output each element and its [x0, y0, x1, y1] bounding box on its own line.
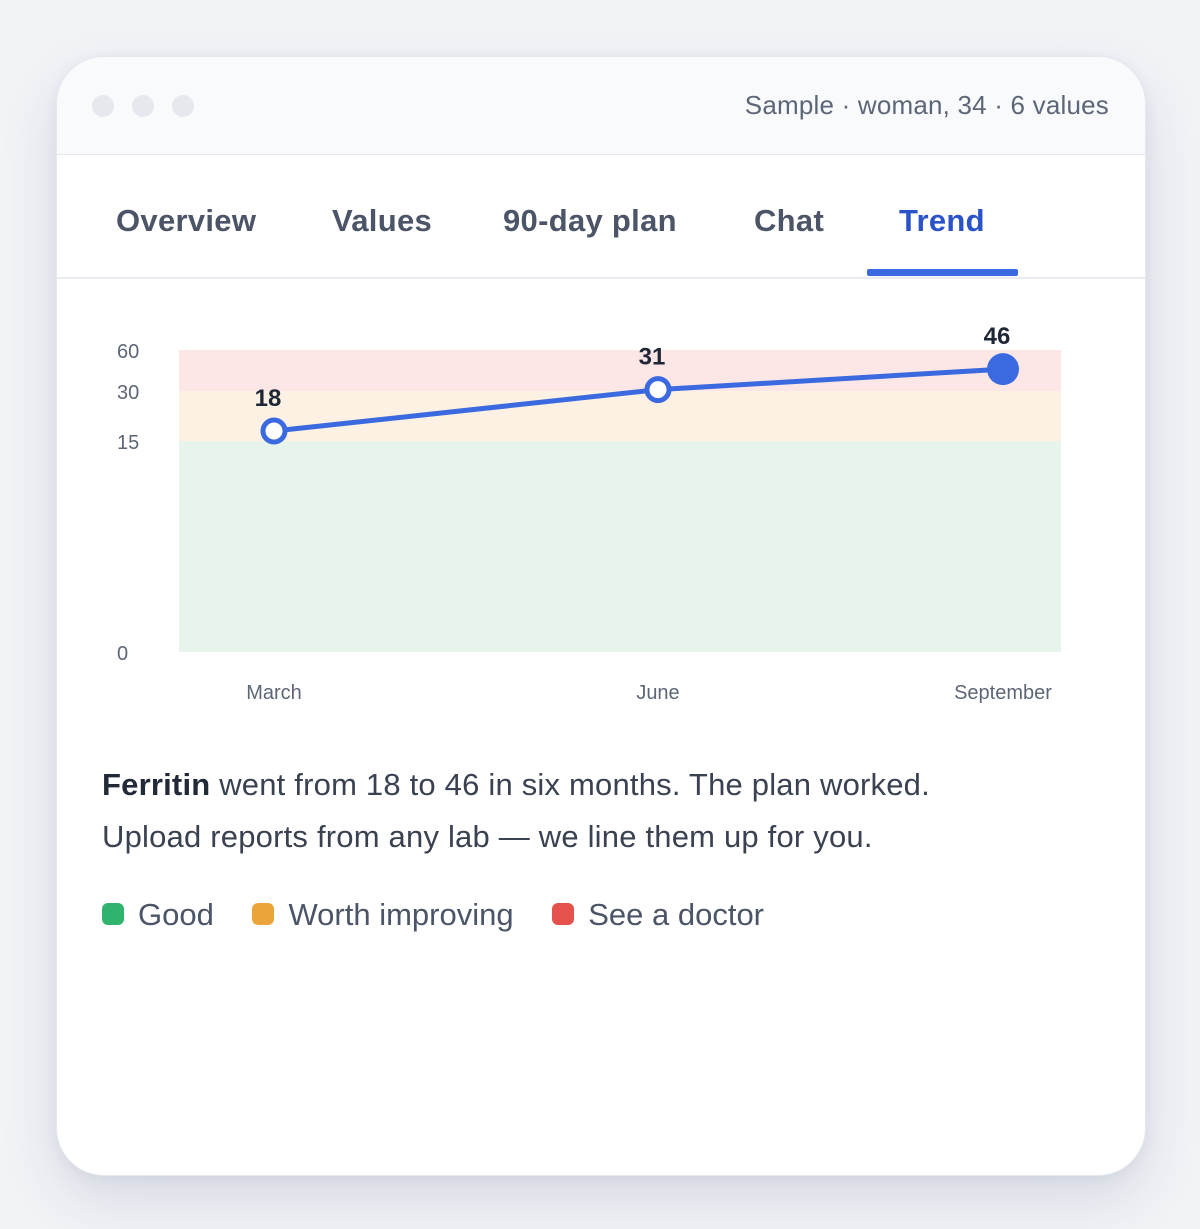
legend-item-see-a-doctor: See a doctor	[552, 897, 764, 933]
tab-values[interactable]: Values	[332, 203, 433, 238]
legend: Good Worth improving See a doctor	[102, 895, 794, 935]
legend-label-good: Good	[138, 896, 214, 932]
data-label: 46	[984, 323, 1011, 350]
legend-swatch-worth-improving	[252, 902, 275, 925]
y-tick-label: 0	[117, 643, 128, 665]
zone-band-0	[179, 441, 1061, 652]
legend-swatch-see-a-doctor	[552, 902, 575, 925]
tab-overview[interactable]: Overview	[116, 203, 257, 238]
data-label: 18	[255, 385, 282, 412]
sample-info: Sample · woman, 34 · 6 values	[744, 90, 1109, 120]
y-tick-label: 30	[117, 382, 139, 404]
legend-label-worth-improving: Worth improving	[288, 896, 514, 932]
title-bar: Sample · woman, 34 · 6 values	[57, 57, 1145, 155]
window-dot-icon	[132, 95, 154, 117]
zone-band-1	[179, 391, 1061, 441]
summary-line-2: Upload reports from any lab — we line th…	[102, 819, 873, 854]
legend-item-good: Good	[102, 897, 214, 933]
x-tick-label: June	[636, 682, 679, 704]
data-label: 31	[639, 344, 666, 371]
y-tick-label: 15	[117, 432, 139, 454]
window-dot-icon	[92, 95, 114, 117]
legend-item-worth-improving: Worth improving	[252, 896, 514, 933]
window-dot-icon	[172, 95, 194, 117]
tab-90-day-plan[interactable]: 90-day plan	[503, 203, 677, 238]
app-window: Sample · woman, 34 · 6 values Overview V…	[56, 56, 1146, 1176]
x-tick-label: March	[246, 682, 302, 704]
ferritin-trend-chart: 60 30 15 0 March June September 18 31 46	[117, 323, 1061, 704]
y-tick-label: 60	[117, 341, 139, 363]
data-point-latest	[987, 353, 1019, 386]
active-tab-indicator	[867, 269, 1018, 276]
tab-bar: Overview Values 90-day plan Chat Trend	[57, 155, 1145, 279]
biomarker-name: Ferritin	[102, 767, 211, 802]
summary-line-1: went from 18 to 46 in six months. The pl…	[210, 767, 930, 802]
data-point	[644, 376, 672, 404]
zone-band-2	[179, 350, 1061, 391]
x-tick-label: September	[954, 682, 1052, 704]
legend-label-see-a-doctor: See a doctor	[588, 896, 765, 932]
legend-swatch-good	[102, 902, 124, 925]
tab-trend[interactable]: Trend	[899, 203, 985, 238]
data-point	[260, 417, 288, 445]
tab-chat[interactable]: Chat	[754, 203, 825, 238]
trend-summary: Ferritin went from 18 to 46 in six month…	[102, 759, 1102, 863]
